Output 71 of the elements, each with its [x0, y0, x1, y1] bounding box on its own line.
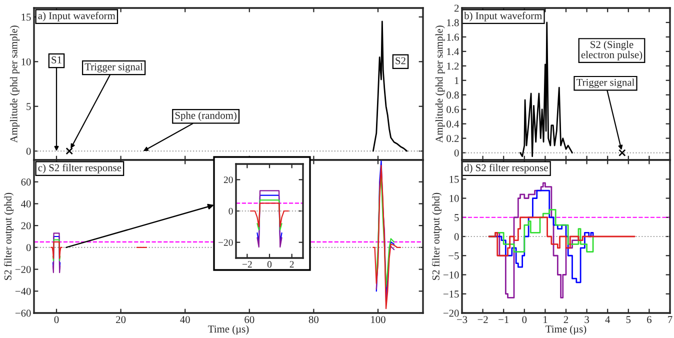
x-tick-label: 6 — [647, 316, 652, 324]
x-tick-label: 0 — [267, 261, 272, 268]
y-axis-title: S2 filter output (phd) — [432, 192, 442, 280]
x-tick-label: 0 — [522, 316, 527, 324]
x-tick-label: −2 — [242, 261, 252, 268]
y-axis-title: Amplitude (phd per sample) — [10, 26, 20, 143]
annotation: S2 — [396, 57, 406, 64]
line-series — [372, 20, 408, 152]
y-tick-label: 0 — [454, 149, 459, 156]
x-tick-label: −3 — [456, 316, 468, 324]
y-tick-label: −60 — [15, 310, 31, 317]
y-tick-label: 0 — [26, 244, 31, 252]
chart-title: a) Input waveform — [38, 12, 116, 22]
y-tick-label: 60 — [21, 178, 31, 186]
y-tick-label: 0.2 — [446, 134, 459, 142]
y-tick-label: −20 — [443, 310, 459, 317]
y-tick-label: 2 — [454, 4, 459, 12]
y-tick-label: 1.4 — [447, 48, 460, 56]
x-tick-label: 40 — [180, 316, 190, 324]
y-tick-label: 1.6 — [447, 34, 459, 41]
y-tick-label: 0 — [228, 208, 233, 214]
chart-title: d) S2 filter response — [464, 164, 548, 174]
y-tick-label: 20 — [224, 176, 233, 184]
annotation: S1 — [52, 56, 62, 64]
y-axis-title: Amplitude (phd per sample) — [435, 26, 445, 143]
chart-title: c) S2 filter response — [38, 164, 122, 174]
y-tick-label: 0 — [26, 148, 31, 155]
y-tick-label: −20 — [15, 266, 31, 273]
x-tick-label: 80 — [308, 316, 319, 324]
x-tick-label: 4 — [605, 316, 610, 324]
x-tick-label: −1 — [498, 316, 509, 324]
y-tick-label: 5 — [26, 103, 31, 110]
y-tick-label: 40 — [21, 200, 31, 208]
y-tick-label: 5 — [454, 214, 459, 222]
x-tick-label: 100 — [371, 316, 386, 324]
line-series — [250, 202, 290, 228]
y-tick-label: −10 — [443, 271, 459, 278]
y-tick-label: 1.8 — [447, 19, 459, 26]
x-tick-label: 5 — [626, 316, 631, 324]
x-tick-label: 7 — [668, 316, 672, 324]
y-tick-label: −40 — [15, 288, 31, 295]
x-tick-label: 20 — [116, 316, 126, 324]
x-tick-label: 3 — [584, 316, 589, 324]
y-tick-label: 0.6 — [446, 106, 459, 114]
y-tick-label: 1.2 — [447, 62, 459, 70]
y-tick-label: −5 — [448, 252, 459, 260]
y-tick-label: 1 — [454, 77, 459, 84]
x-axis-title: Time (µs) — [208, 325, 249, 335]
x-tick-label: −2 — [478, 316, 488, 324]
x-tick-label: 2 — [564, 316, 568, 324]
y-tick-label: 15 — [22, 14, 31, 21]
y-tick-label: 20 — [21, 222, 31, 230]
x-tick-label: 60 — [244, 316, 254, 324]
annotation: Sphe (random) — [175, 112, 236, 122]
y-tick-label: −20 — [218, 239, 233, 246]
y-axis-title: S2 filter output (phd) — [4, 192, 14, 280]
chart-title: b) Input waveform — [464, 12, 542, 22]
annotation: S2 (Single electron pulse) — [581, 40, 642, 60]
y-tick-label: 0.4 — [446, 120, 460, 128]
y-tick-label: 0 — [454, 233, 459, 240]
y-tick-label: −15 — [443, 290, 459, 298]
x-tick-label: 0 — [54, 316, 59, 324]
x-tick-label: 2 — [290, 261, 294, 268]
y-tick-label: 0.8 — [446, 92, 459, 99]
annotation: Trigger signal — [84, 62, 143, 72]
y-tick-label: 10 — [22, 58, 31, 66]
x-axis-title: Time (µs) — [546, 325, 586, 335]
y-tick-label: 15 — [450, 176, 459, 183]
x-tick-label: 1 — [544, 316, 548, 324]
annotation: Trigger signal — [576, 78, 634, 88]
y-tick-label: 10 — [450, 194, 459, 202]
